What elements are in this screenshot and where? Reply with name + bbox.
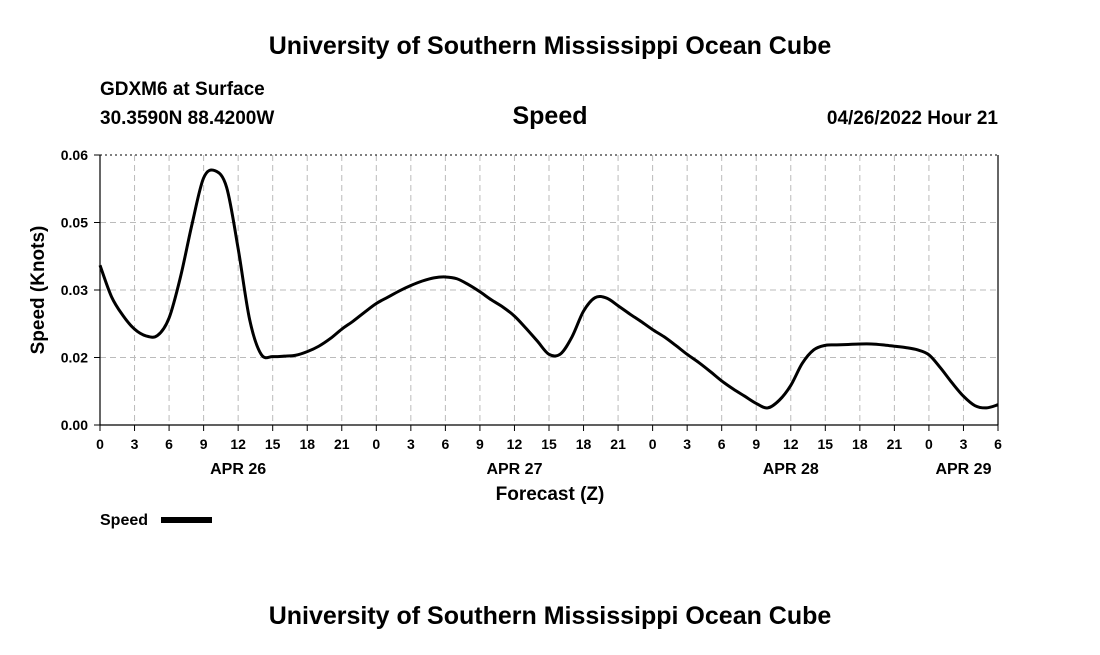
bottom-title: University of Southern Mississippi Ocean… <box>269 602 832 630</box>
x-tick-label: 3 <box>683 436 691 452</box>
x-tick-label: 12 <box>230 436 246 452</box>
x-tick-label: 9 <box>476 436 484 452</box>
x-tick-label: 0 <box>649 436 657 452</box>
y-tick-label: 0.03 <box>61 282 88 298</box>
series-group <box>98 168 999 410</box>
x-tick-label: 12 <box>507 436 523 452</box>
x-tick-label: 6 <box>165 436 173 452</box>
x-tick-label: 3 <box>960 436 968 452</box>
date-label: APR 27 <box>486 461 542 478</box>
x-axis-label: Forecast (Z) <box>496 484 605 505</box>
x-tick-label: 18 <box>299 436 315 452</box>
y-tick-label: 0.05 <box>61 215 88 231</box>
x-tick-label: 15 <box>818 436 834 452</box>
x-tick-label: 6 <box>441 436 449 452</box>
x-tick-label: 0 <box>372 436 380 452</box>
grid-lines <box>100 154 998 425</box>
date-labels: APR 26 APR 27 APR 28 APR 29 <box>210 461 991 478</box>
date-label: APR 29 <box>935 461 991 478</box>
legend-label: Speed <box>100 512 148 529</box>
x-tick-label: 21 <box>334 436 350 452</box>
x-tick-label: 18 <box>852 436 868 452</box>
x-tick-label: 21 <box>887 436 903 452</box>
x-tick-label: 15 <box>265 436 281 452</box>
coords-label: 30.3590N 88.4200W <box>100 108 274 129</box>
x-tick-label: 21 <box>610 436 626 452</box>
y-tick-label: 0.06 <box>61 147 88 163</box>
legend: Speed <box>100 512 212 529</box>
x-tick-label: 3 <box>407 436 415 452</box>
x-tick-label: 6 <box>994 436 1002 452</box>
x-tick-label: 0 <box>925 436 933 452</box>
x-tick-label: 0 <box>96 436 104 452</box>
x-tick-label: 9 <box>752 436 760 452</box>
y-tick-label: 0.02 <box>61 350 88 366</box>
top-title: University of Southern Mississippi Ocean… <box>269 32 832 60</box>
x-tick-label: 6 <box>718 436 726 452</box>
date-label: APR 26 <box>210 461 266 478</box>
x-ticks: 0 3 6 9 12 15 18 21 0 3 6 9 12 15 18 21 0 3 6 9 12 15 18 21 0 3 6 <box>96 425 1002 452</box>
datetime-label: 04/26/2022 Hour 21 <box>827 108 999 129</box>
date-label: APR 28 <box>763 461 819 478</box>
x-tick-label: 3 <box>131 436 139 452</box>
y-axis-label: Speed (Knots) <box>28 226 49 355</box>
chart-title: Speed <box>512 102 587 130</box>
legend-swatch <box>161 517 212 523</box>
y-tick-label: 0.00 <box>61 417 88 433</box>
x-tick-label: 9 <box>200 436 208 452</box>
y-ticks: 0.00 0.02 0.03 0.05 0.06 <box>61 147 100 433</box>
station-label: GDXM6 at Surface <box>100 79 265 100</box>
x-tick-label: 18 <box>576 436 592 452</box>
speed-series-line <box>98 168 999 410</box>
x-tick-label: 15 <box>541 436 557 452</box>
x-tick-label: 12 <box>783 436 799 452</box>
